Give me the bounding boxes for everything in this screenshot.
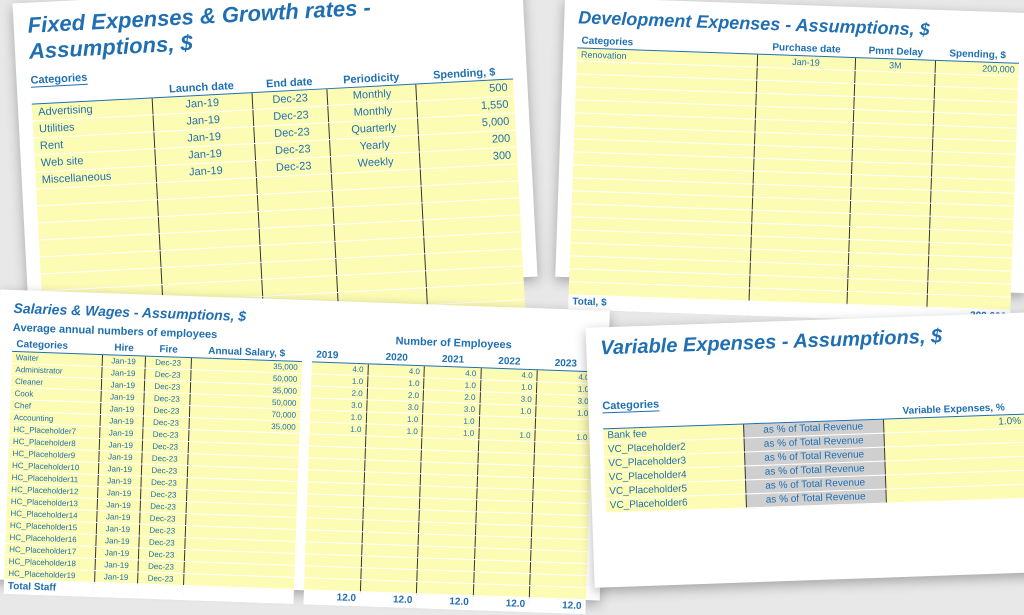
salaries-left-table: CategoriesHireFireAnnual Salary, $Waiter… (4, 338, 303, 604)
panel-title: Fixed Expenses & Growth rates - Assumpti… (27, 0, 511, 65)
categories-label: Categories (30, 72, 87, 88)
salaries-panel: Salaries & Wages - Assumptions, $ Averag… (0, 289, 610, 600)
variable-expenses-table: Variable Expenses, %Bank feeas % of Tota… (603, 401, 1024, 514)
variable-expenses-panel: Variable Expenses - Assumptions, $ Categ… (586, 312, 1024, 588)
fixed-expenses-panel: Fixed Expenses & Growth rates - Assumpti… (12, 0, 537, 303)
categories-label: Categories (602, 398, 659, 413)
development-expenses-panel: Development Expenses - Assumptions, $ Ca… (555, 0, 1024, 293)
salaries-right-table: 201920202021202220234.04.04.04.04.01.01.… (303, 348, 594, 614)
development-expenses-table: CategoriesPurchase datePmnt DelaySpendin… (568, 34, 1019, 324)
